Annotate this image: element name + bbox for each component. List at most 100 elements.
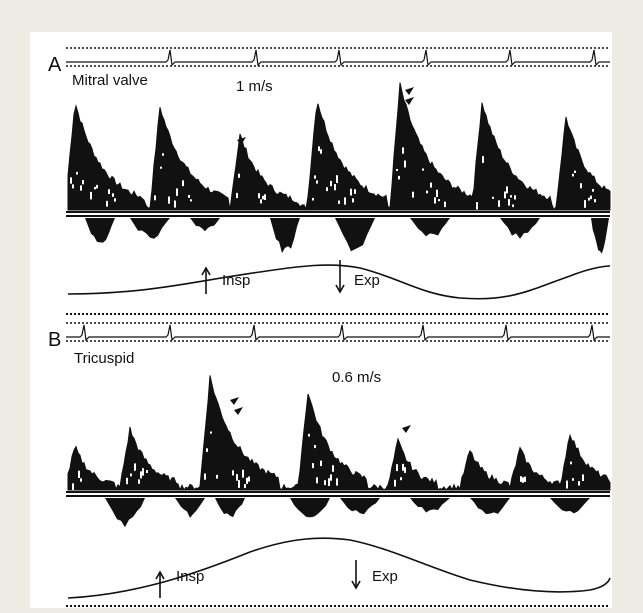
panel-a-doppler-envelope-speckle (312, 197, 314, 201)
panel-b-arrowhead-3 (402, 425, 411, 433)
panel-b-doppler-envelope-speckle (140, 471, 142, 479)
panel-b-doppler-envelope-speckle (308, 433, 310, 437)
panel-a-doppler-envelope-speckle (260, 199, 262, 204)
panel-b-doppler-envelope-speckle (238, 480, 240, 488)
panel-b-insp-arrow-head (155, 570, 165, 580)
panel-b-doppler-envelope-speckle (138, 479, 140, 484)
panel-b-doppler-envelope-speckle (570, 461, 572, 465)
panel-a-doppler-envelope-speckle (94, 186, 96, 190)
panel-a-doppler-envelope-speckle (176, 188, 178, 196)
panel-a-doppler-envelope-speckle (90, 191, 92, 200)
panel-b-doppler-envelope-speckle (210, 431, 212, 434)
panel-b-doppler-envelope-speckle (582, 474, 584, 481)
panel-b-doppler-envelope-speckle (244, 484, 246, 489)
panel-b-arrowhead-2 (234, 407, 243, 415)
panel-a-doppler-envelope-speckle (96, 184, 98, 189)
panel-a-reflections (130, 218, 170, 239)
panel-b-reflections (340, 498, 380, 515)
panel-a-doppler-envelope-speckle (106, 200, 108, 207)
panel-b-doppler-envelope-speckle (330, 474, 332, 481)
panel-a-insp-label: Insp (222, 272, 251, 289)
panel-a-doppler-envelope-speckle (320, 149, 322, 154)
panel-a-doppler-envelope-speckle (188, 195, 190, 198)
panel-b-insp-label: Insp (176, 568, 205, 585)
panel-a-doppler-envelope-speckle (412, 191, 414, 198)
panel-a-doppler-envelope-speckle (588, 197, 590, 201)
panel-a-doppler-envelope-speckle (350, 188, 352, 196)
panel-b-doppler-envelope-speckle (314, 445, 316, 449)
panel-a-doppler-envelope-speckle (482, 156, 484, 163)
panel-a-doppler-envelope-speckle (398, 175, 400, 180)
panel-b-doppler-envelope-speckle (78, 470, 80, 478)
panel-a-doppler-envelope-speckle (154, 195, 156, 201)
panel-a-doppler-envelope-speckle (316, 180, 318, 184)
panel-a-doppler-envelope-speckle (314, 175, 316, 179)
panel-a-insp-arrow-head (201, 266, 211, 276)
panel-b-reflections (410, 498, 450, 513)
panel-b-doppler-envelope-speckle (578, 481, 580, 486)
panel-a-doppler-envelope-speckle (182, 180, 184, 187)
panel-a-doppler-envelope-speckle (108, 189, 110, 194)
panel-b-doppler-envelope-speckle (402, 463, 404, 471)
panel-a-doppler-envelope-speckle (236, 192, 238, 199)
panel-b-doppler-envelope-speckle (312, 463, 314, 469)
panel-a-ecg (66, 49, 610, 67)
panel-b-doppler-envelope-speckle (320, 460, 322, 467)
panel-b-doppler-envelope-speckle (324, 480, 326, 486)
panel-a-doppler-envelope-speckle (352, 198, 354, 203)
panel-b-letter: B (48, 329, 62, 351)
panel-a-doppler-envelope-speckle (426, 190, 428, 194)
panel-b-doppler-envelope-speckle (236, 474, 238, 481)
doppler-figure: A Mitral valve 1 m/s Insp Exp B Tricuspi… (30, 32, 612, 608)
panel-a-doppler-envelope-speckle (396, 169, 398, 171)
panel-a-reflections (500, 218, 540, 239)
panel-a-doppler-envelope-speckle (336, 175, 338, 183)
panel-b-doppler-envelope-speckle (572, 478, 574, 481)
panel-b-doppler-envelope-speckle (80, 478, 82, 482)
panel-b-doppler-envelope-speckle (524, 476, 526, 482)
panel-a-doppler-envelope-speckle (590, 195, 592, 200)
panel-b-doppler-envelope-speckle (332, 465, 334, 472)
panel-a-doppler-envelope-speckle (592, 189, 594, 192)
panel-a-reflections (85, 218, 115, 243)
panel-b-doppler-envelope-speckle (246, 477, 248, 484)
panel-b-doppler-envelope-speckle (336, 478, 338, 486)
panel-a-doppler-envelope-speckle (190, 199, 192, 202)
panel-b-doppler-envelope-speckle (142, 468, 144, 476)
panel-a-doppler-envelope-speckle (162, 153, 164, 156)
panel-a-doppler-envelope-speckle (514, 195, 516, 200)
panel-b-exp-label: Exp (372, 568, 398, 585)
panel-a-doppler-envelope-speckle (512, 204, 514, 208)
panel-b-doppler-envelope-speckle (206, 448, 208, 452)
panel-a-doppler-envelope-speckle (510, 195, 512, 198)
panel-a-doppler-envelope-speckle (438, 199, 440, 202)
panel-b-doppler-envelope-speckle (146, 470, 148, 473)
panel-a-doppler-envelope-speckle (422, 168, 424, 171)
panel-a-doppler-envelope (67, 82, 611, 211)
panel-b-doppler-envelope-speckle (72, 483, 74, 490)
panel-a-arrowhead-3 (405, 97, 414, 105)
doppler-traces (66, 47, 611, 607)
panel-b-doppler-envelope-speckle (316, 477, 318, 484)
panel-b-scale: 0.6 m/s (332, 369, 382, 386)
panel-b-reflections (290, 498, 330, 518)
panel-a-reflections (190, 218, 220, 232)
panel-a-doppler-envelope-speckle (262, 195, 264, 200)
panel-b-doppler-envelope-speckle (216, 474, 218, 479)
panel-a-reflections (335, 218, 375, 252)
panel-b-doppler-envelope-speckle (394, 479, 396, 487)
panel-a-doppler-envelope-speckle (580, 183, 582, 189)
panel-b-doppler-envelope-speckle (126, 477, 128, 485)
panel-b-doppler-envelope-speckle (522, 477, 524, 483)
panel-a-doppler-envelope-speckle (76, 171, 78, 175)
panel-a-doppler-envelope-speckle (168, 196, 170, 204)
panel-b-reflections (470, 498, 510, 515)
panel-a-doppler-envelope-speckle (492, 196, 494, 199)
panel-a-doppler-envelope-speckle (160, 166, 162, 169)
panel-b-doppler-envelope-speckle (520, 476, 522, 482)
panel-b-doppler-envelope-speckle (566, 480, 568, 489)
panel-a-doppler-envelope-speckle (344, 197, 346, 205)
panel-b-arrowhead-1 (230, 397, 239, 405)
panel-a-doppler-envelope-speckle (404, 160, 406, 168)
panel-a-letter: A (48, 54, 62, 76)
